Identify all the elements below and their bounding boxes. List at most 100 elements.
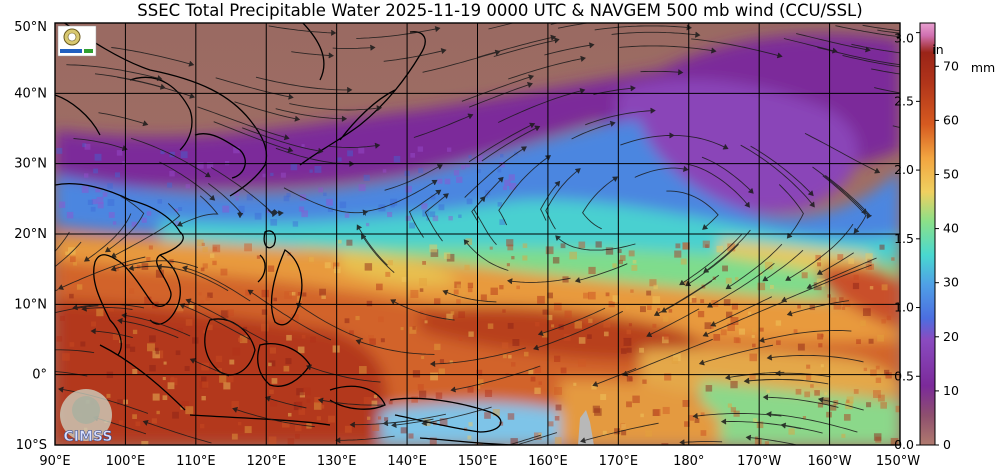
streamline-arrowhead xyxy=(579,88,586,94)
longitude-label: 90°E xyxy=(39,454,70,469)
streamline xyxy=(785,223,854,281)
streamline xyxy=(508,57,586,80)
streamline xyxy=(680,162,750,208)
streamline xyxy=(693,413,782,417)
streamline-arrowhead xyxy=(959,75,963,80)
streamline xyxy=(871,68,900,75)
streamline xyxy=(383,49,446,62)
streamline xyxy=(232,408,315,428)
colorbar-mm-label: 50 xyxy=(943,166,959,181)
streamline-arrowhead xyxy=(288,93,294,100)
streamline-arrowhead xyxy=(356,224,362,231)
streamline-arrowhead xyxy=(580,55,586,62)
streamline-arrowhead xyxy=(104,247,111,253)
colorbar-mm-label: 10 xyxy=(943,383,959,398)
streamline-arrowhead xyxy=(90,328,97,335)
streamline xyxy=(654,274,720,316)
streamline-arrowhead xyxy=(781,296,787,303)
streamline-arrowhead xyxy=(117,317,123,324)
streamline xyxy=(213,121,293,152)
streamline xyxy=(356,224,388,266)
streamline xyxy=(622,338,713,376)
streamline xyxy=(82,307,133,310)
map-title: SSEC Total Precipitable Water 2025-11-19… xyxy=(137,1,863,20)
streamline xyxy=(424,193,449,242)
streamline-arrowhead xyxy=(646,331,653,338)
streamline-arrowhead xyxy=(554,180,561,187)
longitude-label: 130°E xyxy=(317,454,357,469)
graticule xyxy=(55,23,900,445)
cimss-logo-text: CIMSS xyxy=(64,429,113,445)
streamline-arrowhead xyxy=(467,113,474,119)
streamline xyxy=(210,167,276,216)
streamline-arrowhead xyxy=(759,337,765,343)
streamline xyxy=(666,190,719,230)
streamline-arrowhead xyxy=(612,176,619,182)
streamline xyxy=(767,354,864,363)
streamline-arrowhead xyxy=(966,94,971,99)
colorbar-in-label: 2.5 xyxy=(894,93,914,108)
streamline xyxy=(477,36,556,58)
colorbar-in-label: 1.0 xyxy=(894,300,914,315)
streamline-arrowhead xyxy=(328,52,334,59)
streamline xyxy=(306,365,381,383)
streamline-arrowhead xyxy=(780,422,787,429)
colorbar-in-label: 1.5 xyxy=(894,231,914,246)
streamline xyxy=(481,126,540,162)
streamline-arrowhead xyxy=(710,321,717,327)
streamline xyxy=(680,441,723,443)
streamline xyxy=(594,25,692,31)
colorbar-mm-label: 0 xyxy=(943,437,951,452)
streamline xyxy=(555,235,636,251)
streamline xyxy=(825,175,870,219)
streamline xyxy=(580,422,659,442)
streamline xyxy=(507,434,542,445)
longitude-label: 100°E xyxy=(106,454,146,469)
streamline xyxy=(640,70,683,74)
streamline-arrowhead xyxy=(679,439,685,445)
streamline-arrowhead xyxy=(159,83,166,90)
wind-streamlines xyxy=(2,23,971,445)
coastlines xyxy=(55,23,521,445)
streamline xyxy=(122,314,191,337)
streamline-arrowhead xyxy=(142,120,149,127)
streamline xyxy=(498,155,551,226)
streamline xyxy=(862,24,900,32)
streamline-arrowhead xyxy=(809,201,815,208)
streamline xyxy=(157,266,229,292)
colorbar-mm-label: 70 xyxy=(943,58,959,73)
streamline-arrowhead xyxy=(2,290,7,295)
streamline-arrowhead xyxy=(853,227,860,234)
streamline xyxy=(66,64,162,80)
streamline xyxy=(740,144,815,208)
streamline xyxy=(571,122,615,140)
streamline xyxy=(701,156,754,194)
streamline xyxy=(55,241,82,268)
streamline xyxy=(464,146,527,198)
streamline-arrowhead xyxy=(209,195,216,201)
streamline xyxy=(707,262,775,308)
streamline xyxy=(818,398,864,411)
streamline-arrowhead xyxy=(437,164,443,170)
streamline-arrowhead xyxy=(528,74,535,81)
streamline-arrowhead xyxy=(743,378,750,384)
streamline xyxy=(129,265,176,270)
streamline-arrowhead xyxy=(865,46,871,53)
streamline xyxy=(413,114,473,138)
streamline-arrowhead xyxy=(702,224,708,230)
streamline-arrowhead xyxy=(156,75,163,82)
colorbar-in-label: 2.0 xyxy=(894,162,914,177)
streamline xyxy=(796,33,870,51)
streamline-arrowhead xyxy=(694,31,701,38)
streamline xyxy=(248,289,332,341)
streamline-arrowhead xyxy=(355,338,362,345)
streamline xyxy=(762,249,804,282)
streamline-arrowhead xyxy=(786,310,793,317)
streamline xyxy=(289,103,382,111)
cimss-logo: CIMSS xyxy=(60,389,113,445)
latitude-label: 30°N xyxy=(14,157,47,172)
streamline-arrowhead xyxy=(317,397,324,404)
streamline-arrowhead xyxy=(724,374,731,381)
streamline xyxy=(363,180,438,216)
streamline-arrowhead xyxy=(575,168,581,174)
